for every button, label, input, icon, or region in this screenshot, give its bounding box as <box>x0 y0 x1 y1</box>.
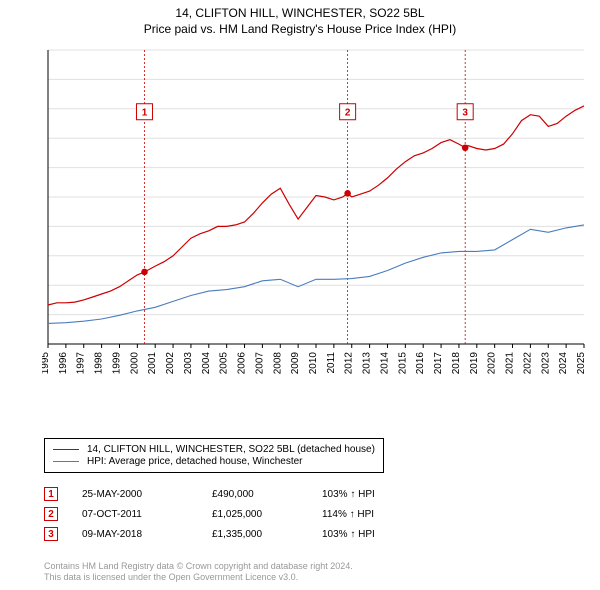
legend-swatch <box>53 449 79 450</box>
chart-area: 123 £0£200K£400K£600K£800K£1M£1.2M£1.4M£… <box>42 46 588 396</box>
svg-text:2004: 2004 <box>201 352 212 375</box>
svg-text:1996: 1996 <box>58 352 69 375</box>
svg-text:2005: 2005 <box>219 352 230 375</box>
obs-dot <box>141 269 148 276</box>
svg-text:1997: 1997 <box>76 352 87 375</box>
svg-text:2016: 2016 <box>415 352 426 375</box>
svg-text:2017: 2017 <box>433 352 444 375</box>
footnote-line: This data is licensed under the Open Gov… <box>44 572 353 584</box>
chart-title-1: 14, CLIFTON HILL, WINCHESTER, SO22 5BL <box>0 6 600 20</box>
chart-svg: 123 £0£200K£400K£600K£800K£1M£1.2M£1.4M£… <box>42 46 588 396</box>
svg-text:2015: 2015 <box>397 352 408 375</box>
svg-text:2: 2 <box>345 108 351 119</box>
legend-row: HPI: Average price, detached house, Winc… <box>53 456 375 467</box>
svg-text:2006: 2006 <box>237 352 248 375</box>
svg-text:2010: 2010 <box>308 352 319 375</box>
obs-marker-icon: 2 <box>44 507 58 521</box>
svg-text:2001: 2001 <box>147 352 158 375</box>
obs-price: £1,335,000 <box>212 529 322 540</box>
obs-dot <box>462 144 469 151</box>
svg-text:3: 3 <box>462 108 468 119</box>
svg-text:2013: 2013 <box>362 352 373 375</box>
legend-label: 14, CLIFTON HILL, WINCHESTER, SO22 5BL (… <box>87 444 375 455</box>
svg-text:2008: 2008 <box>272 352 283 375</box>
svg-text:2023: 2023 <box>540 352 551 375</box>
footnote: Contains HM Land Registry data © Crown c… <box>44 561 353 584</box>
svg-text:2024: 2024 <box>558 352 569 375</box>
svg-text:2003: 2003 <box>183 352 194 375</box>
svg-text:2022: 2022 <box>522 352 533 375</box>
svg-text:1998: 1998 <box>94 352 105 375</box>
obs-price: £490,000 <box>212 489 322 500</box>
hpi-series-line <box>48 225 584 324</box>
svg-text:1: 1 <box>142 108 148 119</box>
svg-text:1999: 1999 <box>111 352 122 375</box>
svg-text:2000: 2000 <box>129 352 140 375</box>
footnote-line: Contains HM Land Registry data © Crown c… <box>44 561 353 573</box>
table-row: 3 09-MAY-2018 £1,335,000 103% ↑ HPI <box>44 524 412 544</box>
chart-title-2: Price paid vs. HM Land Registry's House … <box>0 22 600 36</box>
svg-text:2021: 2021 <box>505 352 516 375</box>
svg-text:2014: 2014 <box>379 352 390 375</box>
svg-text:2009: 2009 <box>290 352 301 375</box>
legend-label: HPI: Average price, detached house, Winc… <box>87 456 303 467</box>
legend-swatch <box>53 461 79 462</box>
table-row: 2 07-OCT-2011 £1,025,000 114% ↑ HPI <box>44 504 412 524</box>
chart-legend: 14, CLIFTON HILL, WINCHESTER, SO22 5BL (… <box>44 438 384 473</box>
obs-marker-icon: 1 <box>44 487 58 501</box>
chart-titles: 14, CLIFTON HILL, WINCHESTER, SO22 5BL P… <box>0 0 600 36</box>
obs-dot <box>344 190 351 197</box>
svg-text:2018: 2018 <box>451 352 462 375</box>
obs-pct: 103% ↑ HPI <box>322 529 412 540</box>
svg-text:2025: 2025 <box>576 352 587 375</box>
table-row: 1 25-MAY-2000 £490,000 103% ↑ HPI <box>44 484 412 504</box>
svg-text:2012: 2012 <box>344 352 355 375</box>
obs-pct: 103% ↑ HPI <box>322 489 412 500</box>
svg-text:2002: 2002 <box>165 352 176 375</box>
obs-price: £1,025,000 <box>212 509 322 520</box>
svg-text:2019: 2019 <box>469 352 480 375</box>
svg-text:2020: 2020 <box>487 352 498 375</box>
obs-date: 09-MAY-2018 <box>82 529 212 540</box>
svg-text:2007: 2007 <box>254 352 265 375</box>
svg-text:2011: 2011 <box>326 352 337 374</box>
obs-date: 25-MAY-2000 <box>82 489 212 500</box>
observations-table: 1 25-MAY-2000 £490,000 103% ↑ HPI 2 07-O… <box>44 484 412 544</box>
obs-marker-icon: 3 <box>44 527 58 541</box>
legend-row: 14, CLIFTON HILL, WINCHESTER, SO22 5BL (… <box>53 444 375 455</box>
obs-pct: 114% ↑ HPI <box>322 509 412 520</box>
obs-date: 07-OCT-2011 <box>82 509 212 520</box>
main-series-line <box>48 106 584 305</box>
svg-text:1995: 1995 <box>42 352 51 375</box>
